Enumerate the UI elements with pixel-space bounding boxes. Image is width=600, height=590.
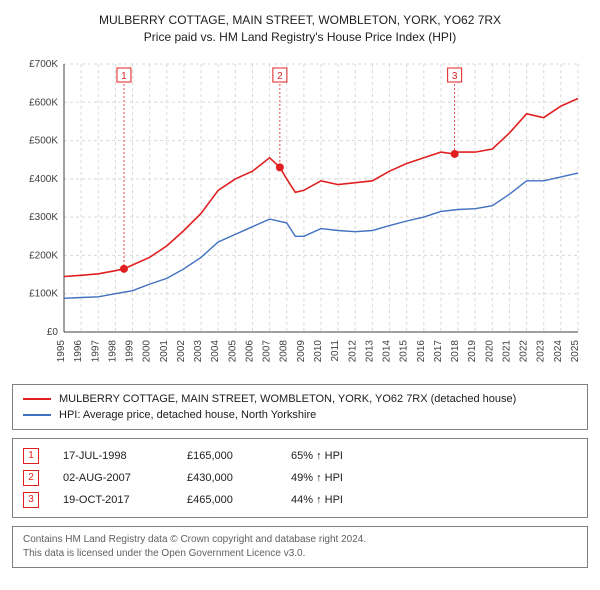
x-tick-label: 2017 [433, 339, 444, 362]
x-tick-label: 2013 [364, 339, 375, 362]
sale-price: £465,000 [187, 494, 267, 506]
x-tick-label: 1998 [107, 339, 118, 362]
line-chart: £0 £100K £200K £300K £400K £500K £600K £700K 199… [12, 54, 588, 374]
sale-hpi-delta: 49% ↑ HPI [291, 472, 577, 484]
sale-hpi-delta: 65% ↑ HPI [291, 450, 577, 462]
sale-row: 3 19-OCT-2017 £465,000 44% ↑ HPI [23, 489, 577, 511]
x-tick-label: 1995 [56, 339, 67, 362]
x-tick-label: 2024 [553, 339, 564, 362]
sale-badge-label-2: 2 [277, 71, 283, 82]
attribution-footer: Contains HM Land Registry data © Crown c… [12, 526, 588, 568]
y-tick-label: £700K [29, 59, 58, 70]
x-tick-label: 2003 [193, 339, 204, 362]
sale-point-3 [451, 150, 459, 158]
x-tick-label: 2009 [296, 339, 307, 362]
sale-marker-badge: 1 [23, 448, 39, 464]
x-tick-label: 2011 [330, 339, 341, 361]
x-tick-label: 2016 [416, 339, 427, 362]
x-tick-label: 2014 [382, 339, 393, 362]
sale-row: 1 17-JUL-1998 £165,000 65% ↑ HPI [23, 445, 577, 467]
x-tick-label: 2012 [347, 339, 358, 362]
sale-point-2 [276, 163, 284, 171]
footer-line-1: Contains HM Land Registry data © Crown c… [23, 533, 577, 547]
sale-date: 02-AUG-2007 [63, 472, 163, 484]
x-tick-label: 2020 [484, 339, 495, 362]
x-tick-label: 1996 [73, 339, 84, 362]
y-tick-label: £200K [29, 250, 58, 261]
legend: MULBERRY COTTAGE, MAIN STREET, WOMBLETON… [12, 384, 588, 430]
x-tick-label: 2006 [244, 339, 255, 362]
sale-marker-badge: 2 [23, 470, 39, 486]
x-tick-label: 2018 [450, 339, 461, 362]
sales-table: 1 17-JUL-1998 £165,000 65% ↑ HPI 2 02-AUG-200… [12, 438, 588, 518]
x-tick-label: 2010 [313, 339, 324, 362]
y-tick-label: £400K [29, 173, 58, 184]
sale-badge-label-1: 1 [121, 71, 127, 82]
x-tick-label: 2007 [262, 339, 273, 362]
x-tick-label: 2002 [176, 339, 187, 362]
x-tick-label: 1997 [90, 339, 101, 362]
x-tick-label: 2021 [501, 339, 512, 362]
y-tick-label: £600K [29, 97, 58, 108]
sale-price: £165,000 [187, 450, 267, 462]
legend-row: MULBERRY COTTAGE, MAIN STREET, WOMBLETON… [23, 391, 577, 407]
legend-label: MULBERRY COTTAGE, MAIN STREET, WOMBLETON… [59, 393, 516, 405]
sale-row: 2 02-AUG-2007 £430,000 49% ↑ HPI [23, 467, 577, 489]
title-line-2: Price paid vs. HM Land Registry's House … [12, 29, 588, 46]
chart-titles: MULBERRY COTTAGE, MAIN STREET, WOMBLETON… [12, 12, 588, 46]
sale-date: 17-JUL-1998 [63, 450, 163, 462]
legend-label: HPI: Average price, detached house, Nort… [59, 409, 316, 421]
y-tick-label: £300K [29, 212, 58, 223]
x-tick-label: 2008 [279, 339, 290, 362]
legend-swatch [23, 414, 51, 416]
sale-price: £430,000 [187, 472, 267, 484]
title-line-1: MULBERRY COTTAGE, MAIN STREET, WOMBLETON… [12, 12, 588, 29]
y-tick-label: £100K [29, 288, 58, 299]
sale-hpi-delta: 44% ↑ HPI [291, 494, 577, 506]
x-tick-label: 2015 [399, 339, 410, 362]
footer-line-2: This data is licensed under the Open Gov… [23, 547, 577, 561]
sale-marker-badge: 3 [23, 492, 39, 508]
x-tick-label: 2000 [142, 339, 153, 362]
x-tick-label: 2019 [467, 339, 478, 362]
x-tick-label: 2022 [519, 339, 530, 362]
sale-badge-label-3: 3 [452, 71, 458, 82]
x-tick-label: 1999 [125, 339, 136, 362]
sale-date: 19-OCT-2017 [63, 494, 163, 506]
x-tick-label: 2001 [159, 339, 170, 362]
legend-row: HPI: Average price, detached house, Nort… [23, 407, 577, 423]
chart-container: £0 £100K £200K £300K £400K £500K £600K £700K 199… [12, 54, 588, 374]
sale-point-1 [120, 264, 128, 272]
y-tick-label: £500K [29, 135, 58, 146]
x-tick-label: 2023 [536, 339, 547, 362]
x-tick-label: 2025 [570, 339, 581, 362]
x-tick-label: 2005 [227, 339, 238, 362]
legend-swatch [23, 398, 51, 400]
y-tick-label: £0 [47, 327, 59, 338]
x-tick-label: 2004 [210, 339, 221, 362]
